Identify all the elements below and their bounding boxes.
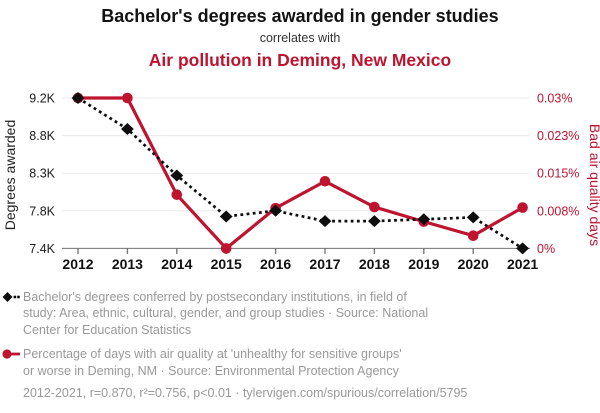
legend: Bachelor's degrees conferred by postseco…	[2, 289, 594, 400]
data-point-diamond	[269, 204, 282, 217]
data-point-diamond	[170, 169, 184, 182]
left-y-tick-label: 8.8K	[29, 129, 55, 143]
chart-title: Bachelor's degrees awarded in gender stu…	[101, 6, 499, 26]
gridlines	[62, 97, 530, 249]
right-y-tick-label: 0.03%	[537, 92, 572, 106]
correlates-with-text: correlates with	[259, 31, 341, 45]
x-tick-label: 2016	[260, 256, 291, 272]
chart-subtitle: Air pollution in Deming, New Mexico	[148, 50, 452, 70]
data-point-circle	[467, 230, 479, 242]
data-point-diamond	[417, 213, 431, 226]
data-point-circle	[517, 202, 528, 213]
left-y-tick-label: 7.8K	[29, 204, 55, 218]
data-point-circle	[319, 175, 331, 187]
data-point-diamond	[219, 210, 233, 223]
right-y-tick-labels: 0.03% 0.023% 0.015% 0.008% 0%	[537, 92, 579, 256]
x-tick-label: 2015	[211, 256, 242, 272]
x-tick-label: 2013	[112, 256, 143, 272]
data-point-diamond	[368, 215, 381, 228]
data-point-diamond	[516, 242, 529, 255]
x-axis	[62, 247, 530, 254]
x-tick-label: 2018	[359, 256, 390, 272]
right-y-tick-label: 0.023%	[537, 129, 579, 143]
left-y-tick-label: 8.3K	[29, 167, 55, 181]
series-line	[78, 96, 524, 251]
legend-entry-air-quality: Percentage of days with air quality at '…	[2, 346, 594, 379]
legend-line: Center for Education Statistics	[23, 322, 192, 337]
left-axis-title: Degrees awarded	[2, 120, 18, 231]
dual-axis-line-chart: 9.2K8.8K8.3K7.8K7.4K 0.03%0.023%0.015%0.…	[2, 92, 600, 273]
x-tick-label: 2012	[62, 256, 93, 272]
legend-line: or worse in Deming, NM · Source: Environ…	[23, 363, 399, 378]
data-point-diamond	[121, 123, 134, 136]
left-y-tick-labels: 9.2K 8.8K 8.3K 7.8K 7.4K	[29, 92, 55, 256]
red-circle-solid-line-icon	[2, 349, 20, 359]
x-tick-label: 2020	[458, 256, 489, 272]
left-y-tick-label: 9.2K	[29, 92, 55, 106]
x-tick-label: 2019	[408, 256, 439, 272]
data-point-circle	[369, 201, 380, 213]
data-point-diamond	[318, 215, 332, 228]
legend-line: Percentage of days with air quality at '…	[23, 347, 402, 362]
stats-footer: 2012-2021, r=0.870, r²=0.756, p<0.01 · t…	[23, 386, 468, 401]
right-y-tick-label: 0%	[537, 242, 555, 256]
data-point-diamond	[466, 211, 480, 224]
legend-line: study: Area, ethnic, cultural, gender, a…	[23, 306, 429, 321]
degrees-series	[71, 92, 529, 255]
x-tick-label: 2014	[161, 256, 192, 272]
left-y-tick-label: 7.4K	[29, 242, 55, 256]
data-point-diamond	[71, 92, 85, 104]
right-y-tick-label: 0.015%	[537, 167, 579, 181]
x-tick-label: 2017	[309, 256, 340, 272]
chart-header: Bachelor's degrees awarded in gender stu…	[0, 5, 600, 71]
legend-entry-degrees: Bachelor's degrees conferred by postseco…	[2, 289, 594, 338]
data-point-circle	[122, 92, 133, 104]
legend-line: Bachelor's degrees conferred by postseco…	[23, 290, 407, 304]
data-point-circle	[220, 243, 232, 254]
right-y-tick-label: 0.008%	[537, 204, 579, 218]
right-axis-title: Bad air quality days	[587, 124, 600, 246]
black-diamond-dashed-line-icon	[2, 292, 20, 302]
data-point-circle	[171, 189, 183, 200]
x-tick-label: 2021	[507, 256, 538, 272]
x-tick-labels: 2012 2013 2014 2015 2016 2017 2018 2019 2020 2021	[62, 256, 538, 272]
